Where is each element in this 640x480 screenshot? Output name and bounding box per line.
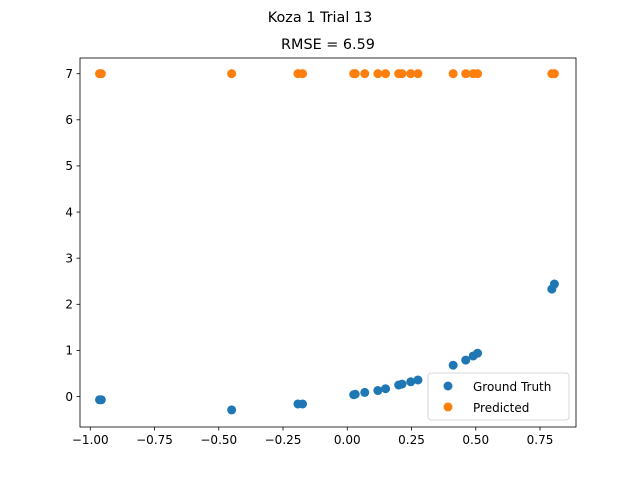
x-tick-label: 0.50 bbox=[462, 433, 489, 447]
data-point bbox=[298, 69, 308, 79]
data-point bbox=[96, 395, 106, 405]
data-point bbox=[413, 375, 423, 385]
x-tick-label: 0.25 bbox=[398, 433, 425, 447]
y-tick-label: 0 bbox=[65, 390, 73, 404]
data-point bbox=[360, 387, 370, 397]
data-point bbox=[397, 69, 407, 79]
x-tick-label: −0.25 bbox=[265, 433, 302, 447]
x-tick-label: 0.75 bbox=[527, 433, 554, 447]
legend-label-ground-truth: Ground Truth bbox=[473, 380, 551, 394]
plot-area: −1.00 −0.75 −0.50 −0.25 0.00 0.25 0.50 0.75 0 1 2… bbox=[65, 57, 577, 447]
data-point bbox=[406, 377, 416, 387]
legend-frame bbox=[427, 372, 570, 421]
data-point bbox=[373, 69, 383, 79]
y-tick-label: 3 bbox=[65, 251, 73, 265]
data-point bbox=[298, 399, 308, 409]
x-tick-label: −0.50 bbox=[200, 433, 237, 447]
x-tick-label: −1.00 bbox=[72, 433, 109, 447]
data-point bbox=[350, 69, 360, 79]
legend-label-predicted: Predicted bbox=[473, 401, 529, 415]
data-point bbox=[227, 69, 237, 79]
data-point bbox=[406, 69, 416, 79]
data-point bbox=[473, 69, 483, 79]
y-tick-label: 1 bbox=[65, 344, 73, 358]
y-tick-label: 7 bbox=[65, 67, 73, 81]
data-point bbox=[549, 279, 559, 289]
y-tick-label: 5 bbox=[65, 159, 73, 173]
y-axis: 0 1 2 3 4 5 6 7 bbox=[65, 67, 80, 404]
data-point bbox=[381, 384, 391, 394]
data-point bbox=[350, 389, 360, 399]
data-point bbox=[413, 69, 423, 79]
figure-suptitle: Koza 1 Trial 13 bbox=[268, 10, 373, 26]
legend-marker-ground-truth bbox=[443, 381, 453, 391]
data-point bbox=[360, 69, 370, 79]
x-axis: −1.00 −0.75 −0.50 −0.25 0.00 0.25 0.50 0.75 bbox=[72, 427, 553, 447]
data-point bbox=[448, 69, 458, 79]
series-ground-truth bbox=[95, 279, 559, 415]
series-predicted bbox=[95, 69, 559, 79]
data-point bbox=[397, 379, 407, 389]
y-tick-label: 6 bbox=[65, 113, 73, 127]
data-point bbox=[448, 360, 458, 370]
data-point bbox=[96, 69, 106, 79]
data-point bbox=[461, 69, 471, 79]
legend-marker-predicted bbox=[443, 402, 453, 412]
data-point bbox=[461, 355, 471, 365]
axes-title: RMSE = 6.59 bbox=[281, 37, 375, 53]
data-point bbox=[381, 69, 391, 79]
axes-frame bbox=[79, 57, 577, 428]
data-point bbox=[549, 69, 559, 79]
data-point bbox=[473, 348, 483, 358]
y-tick-label: 4 bbox=[65, 205, 73, 219]
x-tick-label: 0.00 bbox=[334, 433, 361, 447]
data-point bbox=[373, 386, 383, 396]
scatter-markers bbox=[95, 69, 559, 415]
legend: Ground Truth Predicted bbox=[427, 372, 570, 421]
data-point bbox=[227, 405, 237, 415]
x-tick-label: −0.75 bbox=[136, 433, 173, 447]
y-tick-label: 2 bbox=[65, 298, 73, 312]
